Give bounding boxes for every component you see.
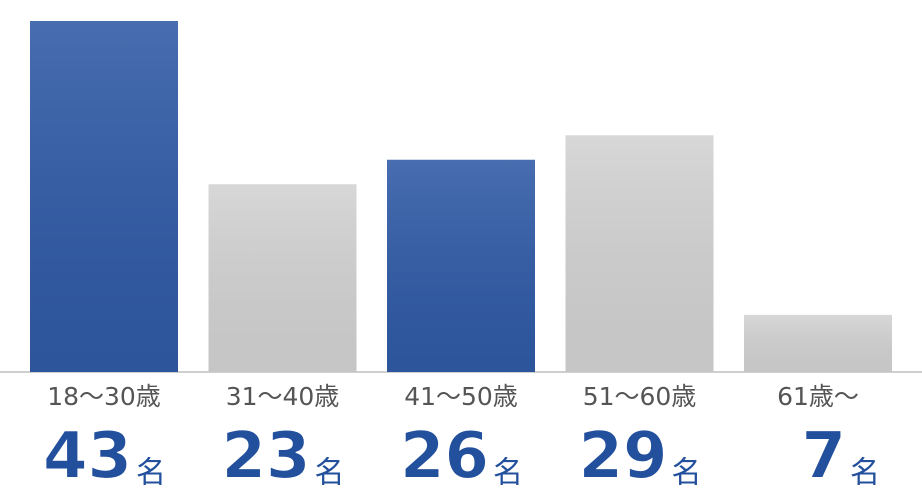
value-unit: 名: [850, 456, 880, 491]
value-unit: 名: [136, 456, 166, 491]
value-label: 29: [578, 420, 667, 494]
value-label: 26: [400, 420, 489, 494]
bar-shade: [744, 314, 892, 372]
value-label: 43: [43, 420, 132, 494]
value-unit: 名: [315, 456, 345, 491]
x-tick-label: 61歳〜: [777, 382, 859, 411]
bar-shade: [565, 135, 714, 372]
value-label: 23: [221, 420, 310, 494]
bar-shade: [208, 184, 357, 372]
bar-shade: [30, 21, 178, 372]
x-tick-label: 18〜30歳: [47, 382, 161, 411]
x-tick-label: 31〜40歳: [226, 382, 340, 411]
bar-shade: [387, 159, 535, 372]
value-unit: 名: [493, 456, 523, 491]
x-tick-label: 51〜60歳: [583, 382, 697, 411]
value-unit: 名: [672, 456, 702, 491]
x-tick-label: 41〜50歳: [404, 382, 518, 411]
value-label: 7: [801, 420, 846, 494]
